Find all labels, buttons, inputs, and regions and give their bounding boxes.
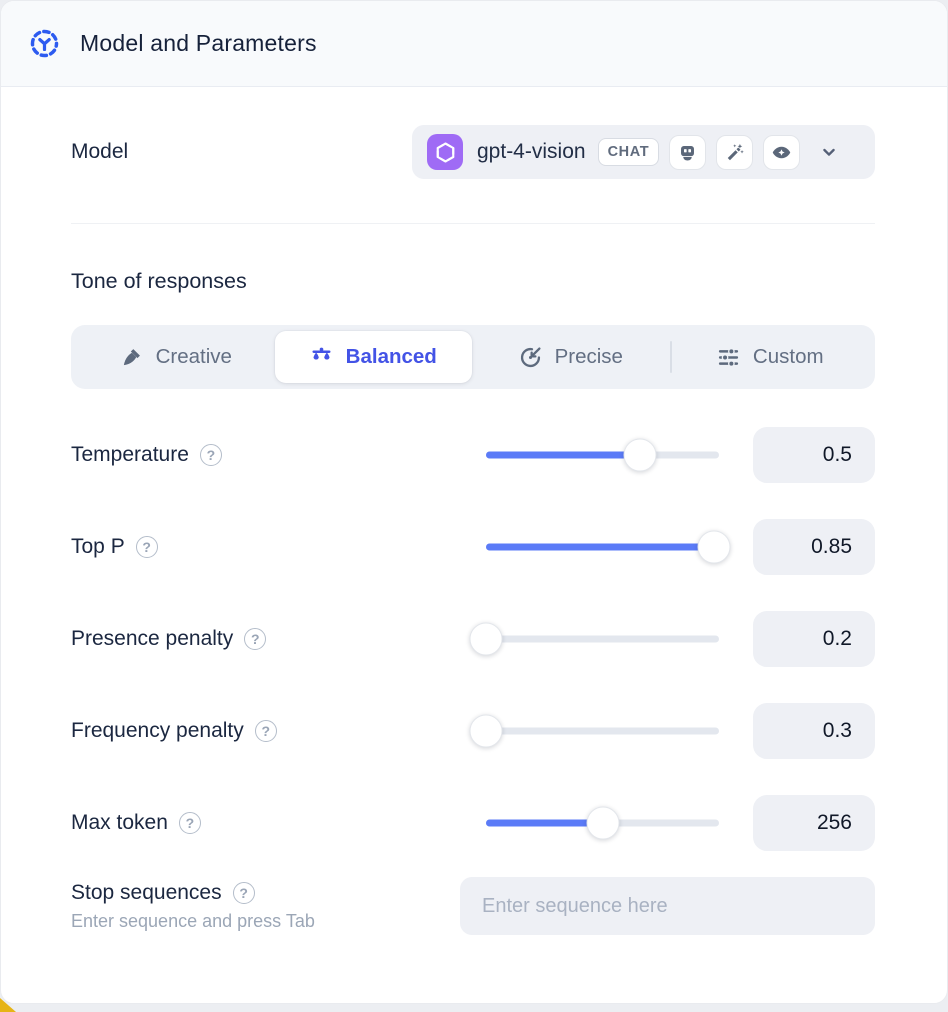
parameter-label: Temperature [71, 443, 189, 466]
tone-heading: Tone of responses [71, 269, 247, 293]
parameter-label: Presence penalty [71, 627, 234, 650]
tone-option-label: Custom [752, 345, 824, 368]
stop-sequence-input[interactable] [460, 877, 875, 935]
help-icon[interactable]: ? [178, 812, 201, 834]
slider-track[interactable] [486, 727, 719, 735]
frequency-penalty-slider[interactable] [469, 714, 719, 748]
slider-thumb[interactable] [586, 806, 619, 840]
parameter-row-presence-penalty: Presence penalty ? 0.2 [71, 593, 875, 685]
parameter-rows: Temperature ? 0.5 Top P ? [71, 409, 875, 869]
segment-divider [669, 341, 672, 373]
presence-penalty-value[interactable]: 0.2 [753, 611, 875, 667]
temperature-value[interactable]: 0.5 [753, 427, 875, 483]
parameter-row-temperature: Temperature ? 0.5 [71, 409, 875, 501]
vision-eye-icon [763, 134, 801, 170]
stop-sequences-row: Stop sequences ? Enter sequence and pres… [71, 877, 875, 935]
model-label: Model [71, 140, 129, 163]
help-icon[interactable]: ? [199, 444, 222, 466]
slider-track[interactable] [486, 635, 719, 643]
scales-icon [312, 347, 331, 360]
max-token-value[interactable]: 256 [753, 795, 875, 851]
tone-segmented-control: Creative Balanced Precise [71, 325, 875, 389]
slider-fill [486, 543, 715, 551]
magic-wand-icon [716, 134, 754, 170]
help-icon[interactable]: ? [254, 720, 277, 742]
tone-option-balanced[interactable]: Balanced [274, 331, 472, 383]
presence-penalty-slider[interactable] [469, 622, 719, 656]
panel-header: Model and Parameters [1, 1, 947, 87]
frequency-penalty-value[interactable]: 0.3 [753, 703, 875, 759]
robot-icon [669, 134, 707, 170]
section-divider [71, 223, 875, 224]
parameter-label: Frequency penalty [71, 719, 244, 742]
top-p-value[interactable]: 0.85 [753, 519, 875, 575]
sliders-icon [718, 347, 739, 367]
parameter-label: Max token [71, 811, 168, 834]
selected-model-name: gpt-4-vision [477, 140, 586, 163]
help-icon[interactable]: ? [232, 881, 255, 904]
paintbrush-icon [123, 348, 140, 365]
parameter-row-max-token: Max token ? 256 [71, 777, 875, 869]
slider-fill [486, 451, 640, 459]
parameter-row-frequency-penalty: Frequency penalty ? 0.3 [71, 685, 875, 777]
model-hub-icon [30, 29, 59, 58]
slider-fill [486, 819, 603, 827]
openai-logo [427, 134, 463, 170]
tone-option-label: Creative [155, 345, 232, 368]
model-row: Model gpt-4-vision CH [71, 125, 875, 179]
chevron-down-icon[interactable] [818, 141, 840, 163]
top-p-slider[interactable] [486, 530, 731, 564]
model-type-badge: CHAT [597, 138, 660, 166]
slider-thumb[interactable] [623, 438, 657, 472]
slider-thumb[interactable] [697, 530, 731, 564]
temperature-slider[interactable] [486, 438, 719, 472]
tone-option-label: Balanced [345, 345, 437, 368]
slider-thumb[interactable] [469, 714, 503, 748]
target-icon [520, 346, 541, 367]
slider-thumb[interactable] [469, 622, 503, 656]
help-icon[interactable]: ? [244, 628, 267, 650]
stop-sequences-helper: Enter sequence and press Tab [71, 910, 315, 931]
stop-sequences-label: Stop sequences [71, 880, 222, 904]
parameter-label: Top P [71, 535, 125, 558]
tone-option-label: Precise [554, 345, 623, 368]
tone-option-precise[interactable]: Precise [472, 331, 670, 383]
max-token-slider[interactable] [486, 806, 719, 840]
model-select-dropdown[interactable]: gpt-4-vision CHAT [412, 125, 875, 179]
tone-option-creative[interactable]: Creative [77, 331, 275, 383]
panel-title: Model and Parameters [80, 30, 317, 56]
parameter-row-top-p: Top P ? 0.85 [71, 501, 875, 593]
tone-option-custom[interactable]: Custom [672, 331, 870, 383]
help-icon[interactable]: ? [135, 536, 158, 558]
